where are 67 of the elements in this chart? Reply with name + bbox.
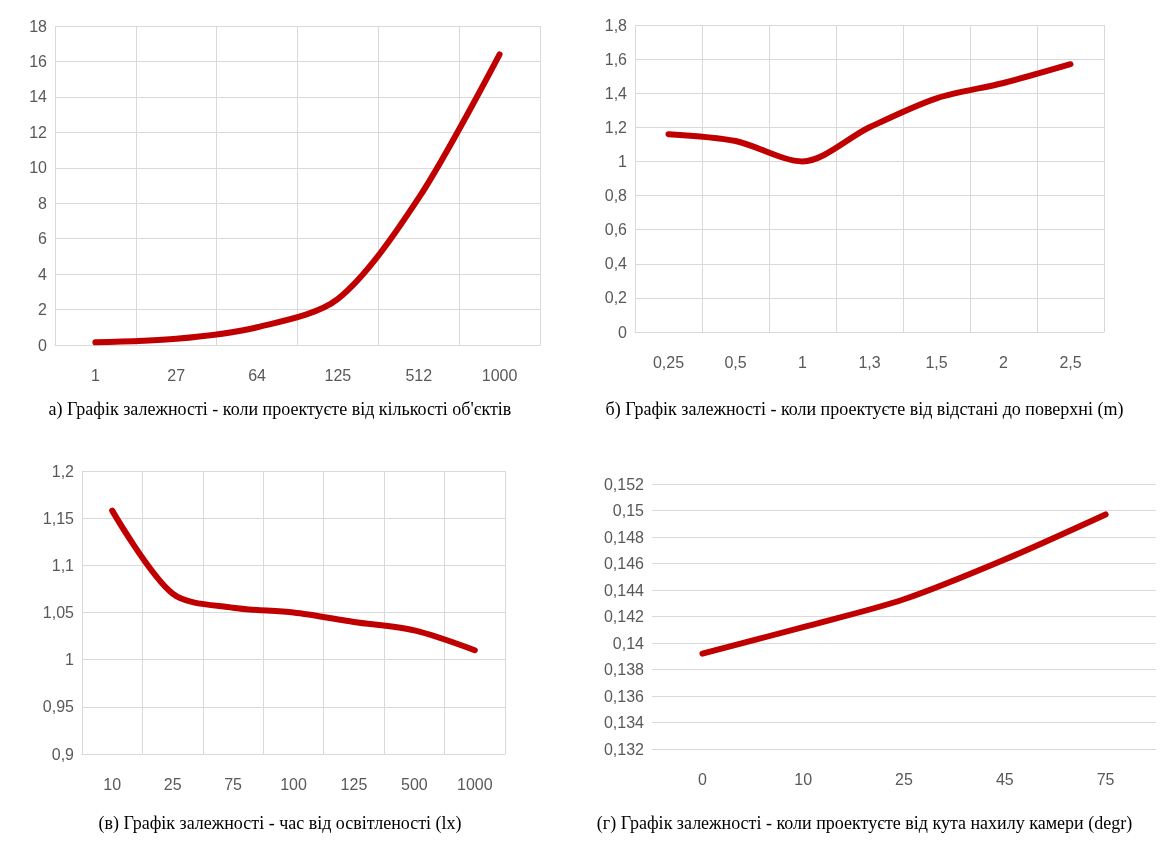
y-tick-label: 14 — [29, 88, 48, 106]
x-tick-label: 0,5 — [724, 353, 747, 371]
y-tick-label: 0,9 — [51, 745, 75, 763]
x-tick-label: 100 — [280, 775, 307, 793]
y-tick-label: 0,144 — [603, 581, 645, 599]
y-tick-label: 0,146 — [603, 555, 645, 572]
y-tick-label: 0,148 — [603, 528, 645, 546]
y-tick-label: 1,4 — [604, 84, 628, 102]
x-tick-label: 25 — [895, 770, 913, 788]
y-tick-label: 0,15 — [612, 502, 645, 519]
y-tick-label: 12 — [29, 123, 48, 141]
x-tick-label: 125 — [324, 366, 352, 384]
y-tick-label: 10 — [29, 159, 48, 177]
y-tick-label: 1,1 — [51, 556, 75, 574]
y-tick-label: 1,8 — [604, 16, 628, 34]
y-tick-label: 18 — [29, 17, 48, 35]
x-tick-label: 75 — [224, 775, 243, 793]
x-tick-label: 25 — [163, 775, 182, 793]
y-tick-label: 0 — [618, 323, 628, 341]
x-tick-label: 1000 — [481, 366, 518, 384]
y-tick-label: 1,15 — [42, 509, 75, 527]
x-tick-label: 1,3 — [858, 353, 881, 371]
y-tick-label: 0,6 — [604, 221, 628, 239]
y-tick-label: 0 — [38, 336, 48, 354]
y-tick-label: 0,142 — [603, 608, 645, 625]
x-tick-label: 1,5 — [925, 353, 948, 371]
y-tick-label: 4 — [38, 265, 48, 283]
y-tick-label: 16 — [29, 52, 48, 70]
x-tick-label: 1 — [798, 353, 808, 371]
x-tick-label: 0 — [697, 770, 707, 788]
text: а) Графік залежності - коли проектуєте від кількості об'єктів — [47, 398, 513, 420]
x-tick-label: 1 — [90, 366, 100, 384]
y-tick-label: 0,14 — [612, 634, 645, 652]
y-tick-label: 6 — [38, 230, 48, 248]
y-tick-label: 1,2 — [604, 118, 628, 136]
y-tick-label: 0,8 — [604, 187, 628, 205]
x-tick-label: 512 — [405, 366, 433, 384]
text: (в) Графік залежності - час від освітленості (lx) — [97, 812, 463, 834]
y-tick-label: 8 — [38, 194, 48, 212]
y-tick-label: 0,4 — [604, 255, 628, 273]
x-tick-label: 75 — [1096, 770, 1115, 788]
y-tick-label: 0,95 — [42, 698, 75, 716]
x-tick-label: 2 — [999, 353, 1009, 371]
y-tick-label: 2 — [38, 301, 48, 319]
x-tick-label: 2,5 — [1059, 353, 1082, 371]
y-tick-label: 1,05 — [42, 604, 75, 621]
y-tick-label: 0,134 — [603, 714, 645, 731]
y-tick-label: 0,132 — [603, 740, 645, 758]
y-tick-label: 1,2 — [51, 462, 75, 480]
y-tick-label: 1 — [65, 651, 75, 669]
y-tick-label: 0,136 — [603, 687, 645, 705]
x-tick-label: 125 — [340, 775, 368, 793]
x-tick-label: 45 — [995, 770, 1014, 788]
x-tick-label: 500 — [401, 775, 428, 793]
text: (г) Графік залежності - коли проектуєте від кута нахилу камери (degr) — [595, 812, 1134, 834]
x-tick-label: 10 — [103, 775, 122, 793]
x-tick-label: 27 — [167, 366, 186, 384]
x-tick-label: 1000 — [456, 775, 493, 793]
y-tick-label: 0,152 — [603, 475, 645, 493]
y-tick-label: 1,6 — [604, 50, 628, 68]
y-tick-label: 0,138 — [603, 661, 645, 678]
y-tick-label: 0,2 — [604, 289, 628, 307]
y-tick-label: 1 — [618, 152, 628, 170]
x-tick-label: 10 — [794, 770, 813, 788]
text: б) Графік залежності - коли проектуєте від відстані до поверхні (m) — [604, 398, 1125, 420]
x-tick-label: 64 — [248, 366, 267, 384]
x-tick-label: 0,25 — [652, 353, 685, 371]
